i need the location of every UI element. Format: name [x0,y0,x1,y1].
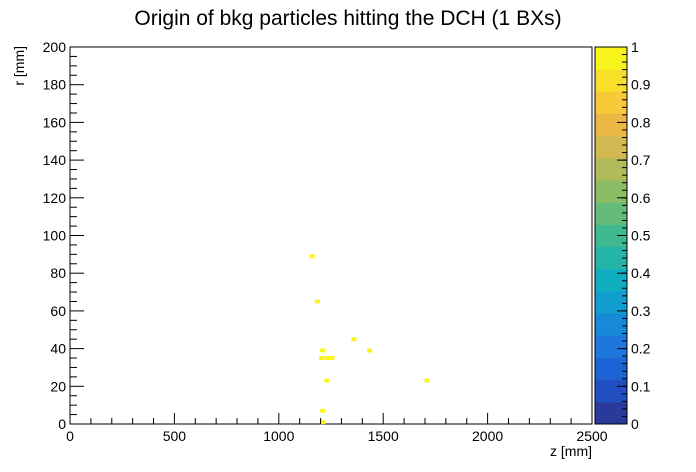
colorbar-segment [595,379,627,403]
heatmap-bin [320,420,326,425]
x-tick-label: 500 [163,428,187,444]
colorbar-segment [595,401,627,425]
y-tick-label: 120 [43,190,67,206]
x-tick-label: 2500 [576,428,607,444]
y-tick-label: 60 [50,303,66,319]
colorbar-tick-label: 0.2 [631,341,651,357]
colorbar-axis: 0 0.1 0.2 0.3 0.4 0.5 0.6 0.7 0.8 0.9 1 [617,39,651,432]
colorbar-segment [595,268,627,292]
heatmap-bin [324,356,330,361]
x-axis-title: z [mm] [550,443,592,459]
colorbar-segment [595,202,627,225]
heatmap-bin [320,408,326,413]
colorbar-tick-label: 0.7 [631,152,651,168]
colorbar-segment [595,47,627,70]
y-tick-label: 200 [43,39,67,55]
colorbar-tick-label: 1 [631,39,639,55]
y-tick-label: 140 [43,152,67,168]
heatmap-bin [351,337,357,342]
colorbar-tick-label: 0.3 [631,303,651,319]
colorbar-tick-label: 0 [631,416,639,432]
heatmap-bin [320,348,326,353]
heatmap-bin [324,378,330,383]
colorbar-segment [595,246,627,270]
y-tick-label: 160 [43,114,67,130]
colorbar-tick-label: 0.8 [631,114,651,130]
colorbar-tick-label: 0.9 [631,77,651,93]
y-tick-label: 0 [58,416,66,432]
colorbar-segment [595,313,627,336]
colorbar-tick-label: 0.6 [631,190,651,206]
colorbar-segment [595,157,627,181]
colorbar-segment [595,224,627,248]
y-tick-label: 180 [43,77,67,93]
colorbar-tick-label: 0.1 [631,378,651,394]
y-tick-label: 80 [50,265,66,281]
y-tick-label: 20 [50,378,66,394]
x-tick-label: 2000 [472,428,503,444]
y-tick-label: 40 [50,341,66,357]
colorbar-tick-label: 0.5 [631,228,651,244]
colorbar-segment [595,290,627,314]
colorbar-segment [595,69,627,92]
colorbar-segment [595,113,627,137]
x-axis: 0 500 1000 1500 2000 2500 [66,413,608,444]
plot-frame [69,46,593,425]
y-tick-label: 100 [43,228,67,244]
heatmap-bin [367,348,373,353]
colorbar-segment [595,357,627,381]
x-tick-label: 1000 [263,428,294,444]
colorbar-segment [595,335,627,358]
heatmap-bin [309,254,315,259]
colorbar-segment [595,135,627,159]
heatmap-bin [319,356,325,361]
colorbar [594,46,628,425]
y-axis-title: r [mm] [11,46,27,86]
heatmap-bin [329,356,335,361]
colorbar-segment [595,180,627,203]
heatmap-bin [314,299,320,304]
colorbar-tick-label: 0.4 [631,265,651,281]
x-tick-label: 1500 [368,428,399,444]
bins-layer [309,254,430,425]
heatmap-bin [424,378,430,383]
chart-title: Origin of bkg particles hitting the DCH … [134,7,561,30]
colorbar-segment [595,91,627,115]
x-tick-label: 0 [66,428,74,444]
y-axis: 0 20 40 60 80 100 120 140 160 180 200 [43,39,84,432]
